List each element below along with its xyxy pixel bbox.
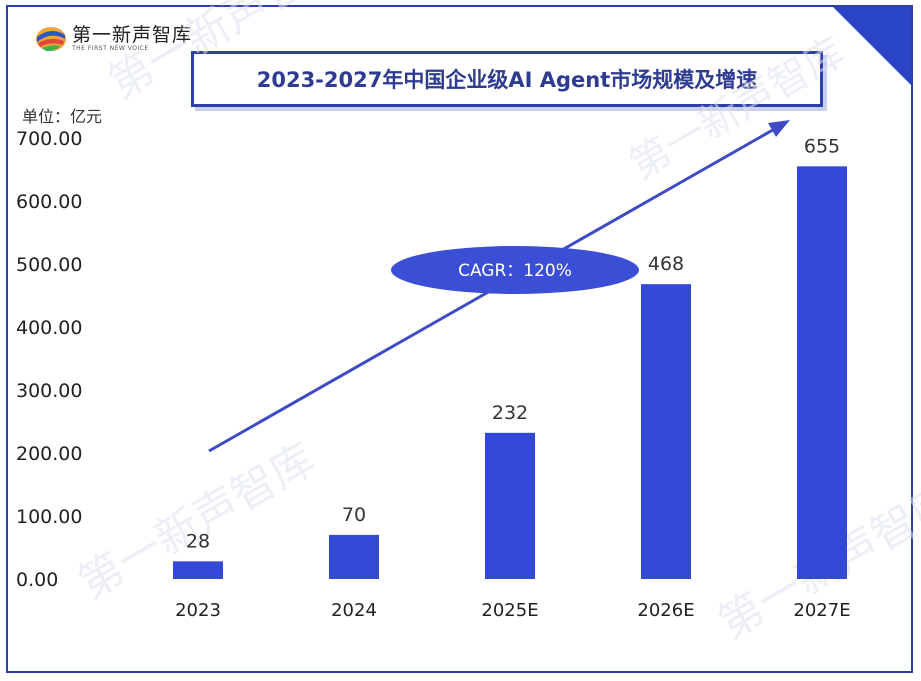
brand-name: 第一新声智库 <box>72 24 193 46</box>
chart-title: 2023-2027年中国企业级AI Agent市场规模及增速 <box>191 51 823 107</box>
y-tick-label: 300.00 <box>16 380 82 402</box>
value-label: 70 <box>342 504 366 526</box>
brand-logo-icon <box>36 27 66 52</box>
y-tick-label: 100.00 <box>16 506 82 528</box>
bar <box>173 561 223 579</box>
cagr-label: CAGR：120% <box>458 261 572 281</box>
value-label: 468 <box>648 253 684 275</box>
unit-label: 单位：亿元 <box>22 107 103 126</box>
bar-series <box>173 166 847 579</box>
value-label: 655 <box>804 135 840 157</box>
x-tick-label: 2024 <box>331 600 377 621</box>
x-tick-label: 2027E <box>793 600 850 621</box>
cagr-ellipse <box>391 246 639 294</box>
value-label: 232 <box>492 402 528 424</box>
x-tick-label: 2025E <box>481 600 538 621</box>
x-tick-label: 2023 <box>175 600 221 621</box>
brand-logo: 第一新声智库 THE FIRST NEW VOICE <box>34 19 192 59</box>
value-labels: 28 70 232 468 655 <box>186 135 840 552</box>
cagr-annotation: CAGR：120% <box>391 246 639 294</box>
bar <box>485 432 535 579</box>
bar <box>641 284 691 579</box>
y-tick-label: 400.00 <box>16 317 82 339</box>
value-label: 28 <box>186 530 210 552</box>
chart-frame: 第一新声智库 THE FIRST NEW VOICE 2023-2027年中国企… <box>6 5 913 673</box>
y-tick-label: 0.00 <box>16 569 58 591</box>
x-axis-categories: 2023 2024 2025E 2026E 2027E <box>175 600 851 621</box>
y-tick-label: 500.00 <box>16 254 82 276</box>
y-tick-label: 200.00 <box>16 443 82 465</box>
x-tick-label: 2026E <box>637 600 694 621</box>
y-tick-label: 700.00 <box>16 128 82 150</box>
bar <box>329 534 379 579</box>
y-tick-label: 600.00 <box>16 191 82 213</box>
y-axis-ticks: 0.00 100.00 200.00 300.00 400.00 500.00 600.00… <box>16 128 82 591</box>
brand-subtitle: THE FIRST NEW VOICE <box>72 45 149 52</box>
arrow-head <box>768 120 790 137</box>
bar <box>797 166 847 579</box>
corner-decoration <box>833 7 911 85</box>
watermark-text: 第一新声智库 <box>70 433 324 609</box>
watermark-text: 第一新声智库 <box>100 0 354 110</box>
watermark-text: 第一新声智库 <box>622 29 853 189</box>
